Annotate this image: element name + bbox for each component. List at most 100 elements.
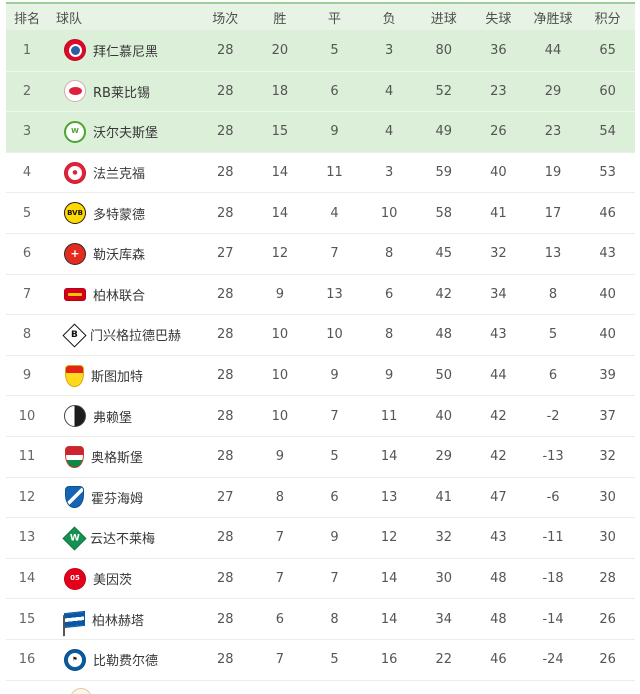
rank-value: 5: [22, 205, 32, 221]
draw-value: 5: [330, 652, 339, 668]
team-row[interactable]: 4 ● 法兰克福 28 14 11 3 59 40 19 53: [6, 151, 635, 193]
goal-diff-value: 8: [548, 286, 558, 302]
goals-against-value: 41: [490, 205, 507, 221]
team-row[interactable]: 13 W 云达不莱梅 28 7 9 12 32 43 -11 30: [6, 517, 635, 558]
draw-value: 5: [330, 449, 339, 465]
team-row[interactable]: 7 柏林联合 28 9 13 6 42 34 8 40: [6, 273, 635, 315]
loss-value: 6: [385, 286, 394, 302]
goals-for-value: 40: [435, 408, 453, 424]
played-value: 27: [217, 246, 234, 262]
hertha-berlin-flag-icon: [63, 610, 85, 636]
header-goals-against: 失球: [485, 11, 512, 27]
played-value: 28: [217, 408, 234, 424]
points-value: 43: [599, 246, 616, 262]
goals-against-value: 48: [490, 571, 507, 587]
points-value: 39: [599, 368, 616, 384]
goals-against-value: 32: [490, 246, 507, 262]
goals-against-value: 46: [490, 652, 507, 668]
hoffenheim-crest-icon: [65, 486, 84, 509]
eintracht-frankfurt-crest-icon: ●: [64, 161, 86, 184]
played-value: 28: [217, 42, 234, 58]
rank-value: 14: [18, 571, 36, 587]
points-value: 28: [599, 571, 616, 587]
team-row[interactable]: 11 奥格斯堡 28 9 5 14 29 42 -13 32: [6, 435, 635, 477]
draw-value: 7: [330, 408, 339, 424]
team-row[interactable]: 12 霍芬海姆 27 8 6 13 41 47 -6 30: [6, 476, 635, 518]
points-value: 30: [599, 530, 616, 546]
goal-diff-value: -18: [542, 571, 564, 587]
goals-for-value: 80: [435, 42, 453, 58]
dortmund-crest-icon: BVB: [64, 202, 86, 225]
points-value: 65: [599, 42, 616, 58]
team-row[interactable]: 2 RB莱比锡 28 18 6 4 52 23 29 60: [6, 70, 635, 112]
header-played: 场次: [212, 11, 239, 27]
goal-diff-value: 19: [544, 165, 562, 181]
points-value: 60: [599, 83, 616, 99]
win-value: 14: [271, 205, 289, 221]
team-row[interactable]: 5 BVB 多特蒙德 28 14 4 10 58 41 17 46: [6, 192, 635, 233]
win-value: 10: [271, 368, 289, 384]
draw-value: 9: [330, 124, 339, 140]
win-value: 7: [275, 652, 285, 668]
goals-against-value: 23: [490, 83, 507, 99]
league-table: 排名 球队 场次 胜 平 负 进球 失球 净胜球 积分 1 拜仁慕尼黑 28 2…: [6, 2, 635, 694]
goal-diff-value: -2: [546, 408, 560, 424]
points-value: 37: [599, 408, 616, 424]
win-value: 10: [271, 408, 289, 424]
rank-value: 7: [22, 286, 32, 302]
team-name: 美因茨: [93, 573, 133, 589]
bielefeld-crest-icon: ⚑: [64, 648, 86, 671]
points-value: 32: [599, 449, 616, 465]
goal-diff-value: -11: [542, 530, 564, 546]
points-value: 40: [599, 327, 616, 343]
goals-against-value: 44: [490, 368, 507, 384]
goal-diff-value: 23: [544, 124, 562, 140]
team-row[interactable]: 16 ⚑ 比勒费尔德 28 7 5 16 22 46 -24 26: [6, 638, 635, 680]
goals-against-value: 48: [490, 611, 507, 627]
wolfsburg-crest-icon: W: [64, 120, 86, 143]
team-row[interactable]: 14 05 美因茨 28 7 7 14 30 48 -18 28: [6, 557, 635, 599]
rank-value: 12: [18, 489, 36, 505]
team-row[interactable]: 9 斯图加特 28 10 9 9 50 44 6 39: [6, 354, 635, 396]
goals-for-value: 42: [435, 286, 453, 302]
team-row[interactable]: 1 拜仁慕尼黑 28 20 5 3 80 36 44 65: [6, 30, 635, 71]
goals-against-value: 43: [490, 530, 507, 546]
draw-value: 7: [330, 246, 339, 262]
team-row[interactable]: 3 W 沃尔夫斯堡 28 15 9 4 49 26 23 54: [6, 111, 635, 152]
loss-value: 14: [380, 571, 398, 587]
team-row[interactable]: 6 + 勒沃库森 27 12 7 8 45 32 13 43: [6, 232, 635, 274]
partial-next-row: [6, 679, 635, 694]
goals-for-value: 52: [435, 83, 453, 99]
rank-value: 4: [22, 165, 32, 181]
goals-for-value: 49: [435, 124, 453, 140]
goal-diff-value: -13: [542, 449, 564, 465]
goals-against-value: 42: [490, 408, 507, 424]
draw-value: 4: [330, 205, 339, 221]
team-row[interactable]: 10 弗赖堡 28 10 7 11 40 42 -2 37: [6, 395, 635, 436]
rank-value: 15: [18, 611, 36, 627]
header-goal-diff: 净胜球: [533, 11, 573, 27]
played-value: 27: [217, 489, 234, 505]
played-value: 28: [217, 449, 234, 465]
goal-diff-value: -24: [542, 652, 564, 668]
rank-value: 10: [18, 408, 36, 424]
goals-for-value: 32: [435, 530, 453, 546]
loss-value: 3: [385, 165, 394, 181]
team-name: 拜仁慕尼黑: [93, 44, 159, 60]
draw-value: 13: [326, 286, 343, 302]
team-name: 弗赖堡: [93, 410, 133, 426]
win-value: 9: [275, 449, 285, 465]
goal-diff-value: 29: [544, 83, 562, 99]
team-row[interactable]: 15 柏林赫塔 28 6 8 14 34 48 -14 26: [6, 598, 635, 639]
points-value: 26: [599, 652, 616, 668]
loss-value: 9: [385, 368, 394, 384]
loss-value: 4: [385, 124, 394, 140]
win-value: 18: [271, 83, 289, 99]
team-row[interactable]: 8 B 门兴格拉德巴赫 28 10 10 8 48 43 5 40: [6, 314, 635, 355]
mainz-crest-icon: 05: [64, 567, 86, 590]
points-value: 30: [599, 489, 616, 505]
team-name: 霍芬海姆: [91, 491, 144, 507]
points-value: 26: [599, 611, 616, 627]
loss-value: 8: [385, 327, 394, 343]
team-name: RB莱比锡: [93, 85, 150, 101]
